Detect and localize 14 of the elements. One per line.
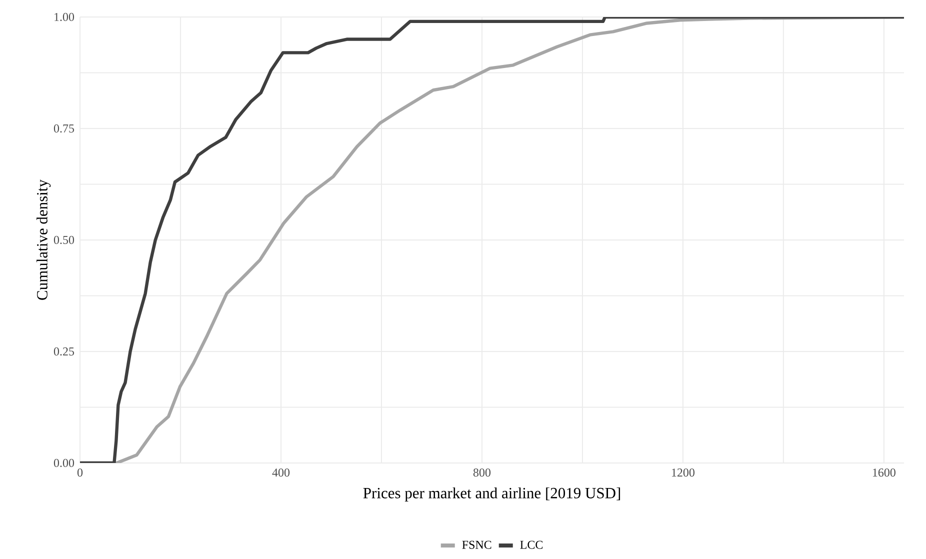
- x-tick-label: 1200: [672, 468, 694, 477]
- y-tick-label: 0.75: [54, 124, 74, 133]
- x-tick-label: 0: [77, 468, 83, 477]
- y-tick-label: 1.00: [54, 12, 74, 22]
- y-tick-label: 0.25: [54, 347, 74, 356]
- y-axis-title: Cumulative density: [36, 180, 51, 300]
- y-tick-label: 0.50: [54, 236, 74, 244]
- x-tick-label: 400: [272, 468, 290, 477]
- x-tick-label: 800: [473, 468, 491, 477]
- legend-label: LCC: [520, 540, 543, 549]
- y-tick-label: 0.00: [54, 458, 74, 468]
- legend-label: FSNC: [462, 540, 492, 549]
- x-tick-label: 1600: [872, 468, 896, 477]
- x-axis-title: Prices per market and airline [2019 USD]: [363, 487, 620, 502]
